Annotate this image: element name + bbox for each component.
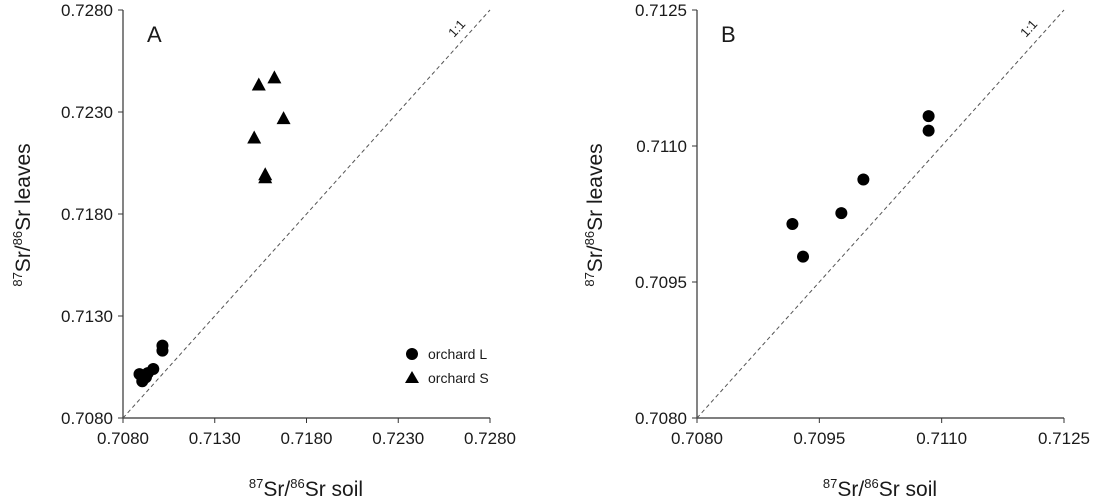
x-tick-label: 0.7130 [189, 429, 241, 448]
x-tick-label: 0.7095 [793, 429, 845, 448]
data-point-circle [786, 217, 799, 230]
x-tick-label: 0.7180 [281, 429, 333, 448]
panel-label: B [721, 22, 736, 47]
data-point-circle [147, 363, 160, 376]
data-point-triangle [276, 111, 291, 125]
x-tick-label: 0.7125 [1038, 429, 1090, 448]
y-tick-label: 0.7080 [635, 409, 687, 428]
y-tick-label: 0.7095 [635, 273, 687, 292]
x-axis-title: 87Sr/86Sr soil [823, 476, 937, 500]
x-tick-label: 0.7230 [372, 429, 424, 448]
legend-marker-triangle [405, 371, 419, 383]
legend-marker-circle [406, 348, 418, 360]
one-to-one-line [122, 9, 491, 419]
one-to-one-label: 1:1 [1017, 17, 1040, 40]
legend-label: orchard L [428, 346, 487, 362]
y-axis-title: 87Sr/86Sr leaves [582, 143, 607, 286]
data-point-circle [922, 110, 935, 123]
x-tick-label: 0.7110 [916, 429, 967, 448]
y-axis-title: 87Sr/86Sr leaves [10, 143, 35, 286]
data-point-circle [797, 250, 810, 263]
one-to-one-line [696, 9, 1065, 419]
y-tick-label: 0.7080 [61, 409, 113, 428]
x-tick-label: 0.7080 [671, 429, 723, 448]
legend-label: orchard S [428, 370, 489, 386]
data-point-circle [156, 339, 169, 352]
data-point-circle [835, 207, 848, 220]
data-point-triangle [247, 130, 262, 144]
x-axis-title: 87Sr/86Sr soil [249, 476, 363, 500]
data-point-circle [857, 173, 870, 186]
y-tick-label: 0.7280 [61, 1, 113, 20]
x-tick-label: 0.7280 [464, 429, 516, 448]
y-tick-label: 0.7230 [61, 103, 113, 122]
x-tick-label: 0.7080 [97, 429, 149, 448]
y-tick-label: 0.7110 [636, 137, 687, 156]
y-tick-label: 0.7180 [61, 205, 113, 224]
panel-a: A 87Sr/86Sr leaves 87Sr/86Sr soil 1:1 or… [10, 1, 516, 500]
data-point-circle [922, 124, 935, 137]
y-tick-label: 0.7125 [635, 1, 687, 20]
legend: orchard L orchard S [405, 346, 489, 386]
data-point-triangle [267, 70, 282, 84]
data-point-triangle [251, 77, 266, 91]
data-point-triangle [258, 170, 273, 184]
y-tick-label: 0.7130 [61, 307, 113, 326]
one-to-one-label: 1:1 [445, 17, 468, 40]
panel-label: A [147, 22, 162, 47]
panel-b: B 87Sr/86Sr leaves 87Sr/86Sr soil 1:1 0.… [582, 1, 1090, 500]
